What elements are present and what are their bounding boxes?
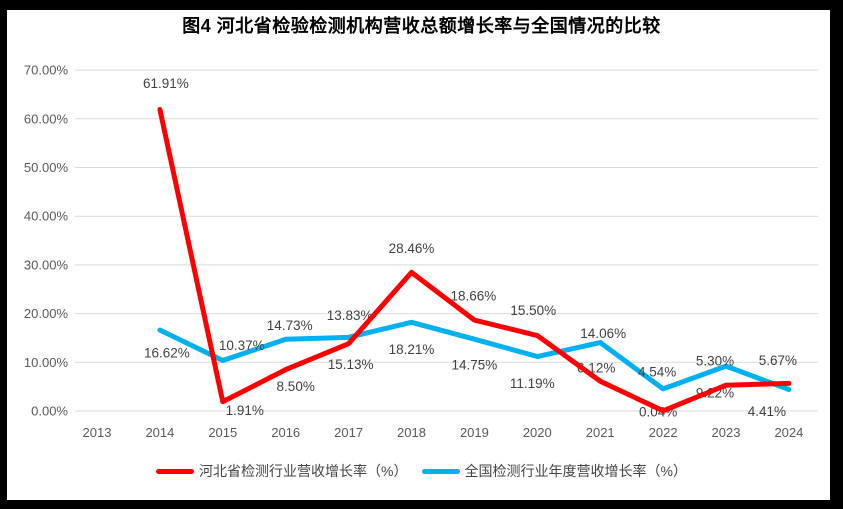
data-label: 28.46%	[389, 241, 435, 256]
y-axis-tick-label: 40.00%	[24, 209, 69, 224]
frame-border-right	[830, 0, 843, 509]
x-axis-tick-label: 2024	[774, 425, 803, 440]
y-axis-tick-label: 30.00%	[24, 257, 69, 272]
x-axis-tick-label: 2018	[397, 425, 426, 440]
y-axis-tick-label: 60.00%	[24, 111, 69, 126]
frame-border-left	[0, 0, 7, 509]
data-label: 4.54%	[638, 364, 676, 379]
data-label: 61.91%	[143, 76, 189, 91]
legend-label-national: 全国检测行业年度营收增长率（%）	[464, 463, 687, 479]
x-axis-tick-label: 2019	[460, 425, 489, 440]
data-label: 5.30%	[696, 354, 734, 369]
x-axis-tick-label: 2013	[83, 425, 112, 440]
data-label: 15.50%	[510, 303, 556, 318]
data-label: 1.91%	[226, 403, 264, 418]
data-label: 13.83%	[327, 308, 373, 323]
y-axis-tick-label: 70.00%	[24, 63, 69, 78]
y-axis-tick-label: 50.00%	[24, 160, 69, 175]
x-axis-tick-label: 2022	[649, 425, 678, 440]
frame-border-bottom	[0, 500, 843, 509]
data-label: 8.50%	[277, 379, 315, 394]
legend-item-hebei: 河北省检测行业营收增长率（%）	[156, 461, 408, 481]
legend-blue-line-icon	[421, 468, 460, 474]
y-axis-tick-label: 0.00%	[31, 404, 68, 419]
y-axis-tick-label: 20.00%	[24, 306, 69, 321]
y-axis-tick-label: 10.00%	[24, 355, 69, 370]
data-label: 9.22%	[696, 386, 734, 401]
data-label: 4.41%	[748, 404, 786, 419]
data-label: 16.62%	[144, 346, 190, 361]
legend-label-hebei: 河北省检测行业营收增长率（%）	[199, 463, 408, 479]
chart-title: 图4 河北省检验检测机构营收总额增长率与全国情况的比较	[182, 16, 661, 36]
x-axis-tick-label: 2015	[208, 425, 237, 440]
x-axis-tick-label: 2020	[523, 425, 552, 440]
frame-border-top	[0, 0, 843, 10]
legend-item-national: 全国检测行业年度营收增长率（%）	[421, 461, 687, 481]
data-label: 15.13%	[328, 357, 374, 372]
data-label: 10.37%	[219, 338, 265, 353]
chart-legend: 河北省检测行业营收增长率（%） 全国检测行业年度营收增长率（%）	[0, 458, 843, 484]
x-axis-tick-label: 2014	[145, 425, 174, 440]
data-label: 14.06%	[580, 326, 626, 341]
legend-red-line-icon	[156, 468, 195, 474]
x-axis-tick-label: 2023	[712, 425, 741, 440]
data-label: 14.73%	[267, 318, 313, 333]
x-axis-tick-label: 2021	[586, 425, 615, 440]
national-series-line	[157, 319, 792, 393]
x-axis-tick-label: 2016	[271, 425, 300, 440]
hebei-series-line	[157, 106, 792, 414]
data-label: 18.66%	[451, 289, 497, 304]
x-axis-tick-label: 2017	[334, 425, 363, 440]
data-label: 18.21%	[389, 342, 435, 357]
data-label: 14.75%	[452, 358, 498, 373]
data-label: 11.19%	[510, 376, 555, 391]
data-label: 5.67%	[759, 353, 797, 368]
